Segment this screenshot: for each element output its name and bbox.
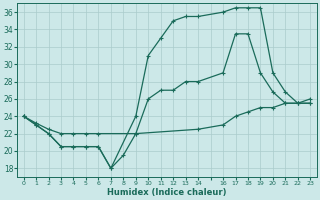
X-axis label: Humidex (Indice chaleur): Humidex (Indice chaleur) [107, 188, 227, 197]
